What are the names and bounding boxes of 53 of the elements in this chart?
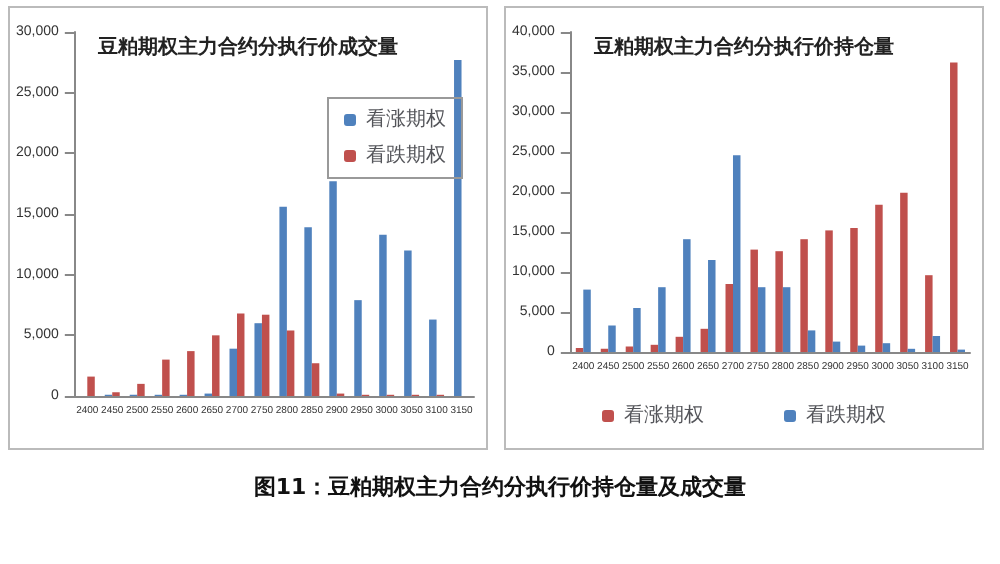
bar: [286, 330, 295, 396]
bar: [137, 383, 145, 396]
bar: [732, 155, 741, 352]
bar: [932, 336, 941, 352]
bar: [261, 314, 270, 396]
bar: [700, 328, 709, 352]
bar: [236, 313, 245, 396]
bar: [162, 359, 170, 396]
bar: [775, 251, 783, 352]
bar: [279, 206, 287, 396]
bar: [304, 227, 312, 396]
bar: [757, 287, 766, 352]
bar: [950, 62, 958, 352]
legend-label: 看涨期权: [624, 403, 704, 427]
bar: [583, 289, 591, 352]
chart-title: 豆粕期权主力合约分执行价成交量: [96, 35, 398, 59]
bar: [379, 234, 387, 396]
bar: [354, 300, 362, 396]
bar: [329, 181, 337, 396]
bar: [229, 348, 237, 396]
bar: [900, 192, 908, 352]
bar: [750, 249, 758, 352]
bar: [800, 239, 808, 352]
bar: [650, 344, 659, 352]
legend-label: 看涨期权: [366, 107, 446, 131]
bar: [454, 59, 462, 396]
bar: [925, 275, 933, 352]
legend-label: 看跌期权: [806, 403, 886, 427]
bar: [187, 351, 195, 396]
bar: [675, 336, 684, 352]
bar: [725, 284, 733, 352]
bar: [782, 287, 791, 352]
bar: [87, 376, 95, 396]
bar: [658, 287, 666, 352]
bar: [832, 341, 841, 352]
bar: [625, 346, 634, 352]
bar: [850, 228, 858, 352]
bar: [429, 319, 437, 396]
chart-title: 豆粕期权主力合约分执行价持仓量: [592, 35, 894, 59]
bar: [708, 260, 716, 352]
bar: [608, 325, 616, 352]
bar: [311, 363, 320, 396]
legend-label: 看跌期权: [366, 143, 446, 167]
bar: [404, 250, 412, 396]
bar: [807, 330, 816, 352]
bar: [633, 308, 641, 352]
bar: [882, 343, 891, 352]
bar: [825, 230, 833, 352]
bar: [212, 335, 220, 396]
bar: [683, 239, 691, 352]
bar: [254, 323, 262, 396]
bar: [875, 204, 883, 352]
caption: 图11：豆粕期权主力合约分执行价持仓量及成交量: [251, 472, 749, 502]
